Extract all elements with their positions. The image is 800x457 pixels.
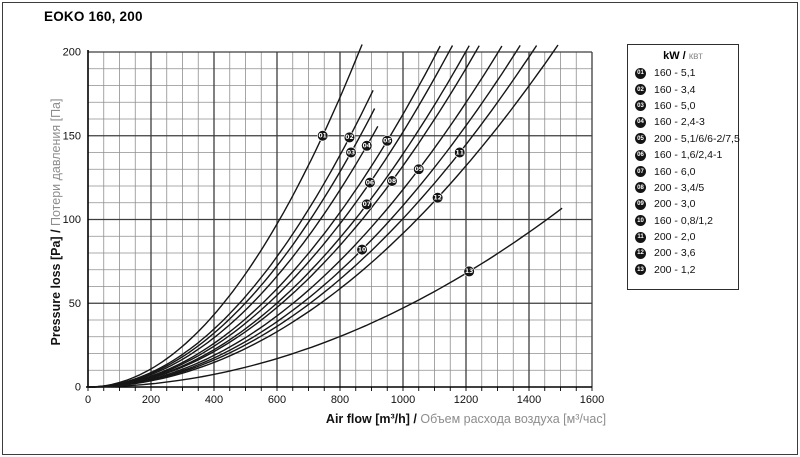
x-tick-label-1200: 1200 bbox=[454, 394, 478, 406]
legend-label-08: 200 - 3,4/5 bbox=[654, 181, 705, 194]
curve-marker-05 bbox=[381, 135, 393, 147]
legend-marker-07: 07 bbox=[635, 166, 646, 178]
legend-header-kw: kW bbox=[663, 50, 680, 62]
curve-marker-number-02: 02 bbox=[345, 134, 353, 141]
curve-marker-06 bbox=[364, 177, 376, 189]
curve-series-13 bbox=[88, 207, 563, 388]
legend-item-11: 11 200 - 2,0 bbox=[628, 229, 738, 245]
legend-item-08: 08 200 - 3,4/5 bbox=[628, 180, 738, 196]
curve-marker-number-01: 01 bbox=[318, 133, 326, 140]
curve-marker-09 bbox=[413, 163, 425, 175]
legend-label-06: 160 - 1,6/2,4-1 bbox=[654, 149, 723, 162]
legend-label-11: 200 - 2,0 bbox=[654, 231, 696, 244]
y-tick-label-150: 150 bbox=[63, 130, 81, 142]
curve-marker-number-08: 08 bbox=[388, 178, 396, 185]
curve-marker-12 bbox=[432, 192, 444, 204]
legend-marker-08: 08 bbox=[635, 182, 646, 194]
legend-item-03: 03 160 - 5,0 bbox=[628, 98, 738, 114]
legend-header: kW / квт bbox=[628, 50, 738, 62]
curve-series-08 bbox=[87, 45, 480, 388]
legend-item-06: 06 160 - 1,6/2,4-1 bbox=[628, 147, 738, 163]
curve-marker-number-05: 05 bbox=[383, 138, 391, 145]
curve-marker-04 bbox=[361, 140, 373, 152]
legend-label-12: 200 - 3,6 bbox=[654, 247, 696, 260]
x-tick-label-600: 600 bbox=[268, 394, 286, 406]
curve-marker-number-07: 07 bbox=[363, 201, 371, 208]
curve-marker-11 bbox=[454, 146, 466, 159]
legend-marker-03: 03 bbox=[635, 100, 646, 112]
legend-item-01: 01 160 - 5,1 bbox=[628, 65, 738, 81]
legend-header-separator: / bbox=[679, 50, 689, 62]
x-tick-label-200: 200 bbox=[142, 394, 160, 406]
page-title: EOKO 160, 200 bbox=[44, 9, 143, 24]
curve-marker-10 bbox=[356, 244, 368, 256]
x-tick-label-1600: 1600 bbox=[580, 394, 604, 406]
legend-marker-13: 13 bbox=[635, 264, 646, 276]
legend-marker-01: 01 bbox=[635, 67, 646, 79]
curve-series-04 bbox=[87, 125, 379, 388]
curve-marker-number-13: 13 bbox=[465, 268, 473, 275]
legend-item-04: 04 160 - 2,4-3 bbox=[628, 114, 738, 130]
x-tick-label-800: 800 bbox=[331, 394, 349, 406]
legend-label-03: 160 - 5,0 bbox=[654, 99, 696, 112]
legend-item-09: 09 200 - 3,0 bbox=[628, 196, 738, 212]
legend-label-02: 160 - 3,4 bbox=[654, 83, 696, 96]
legend-label-07: 160 - 6,0 bbox=[654, 165, 696, 178]
legend-marker-04: 04 bbox=[635, 116, 646, 128]
legend-item-13: 13 200 - 1,2 bbox=[628, 262, 738, 278]
curve-marker-number-03: 03 bbox=[347, 149, 355, 156]
curve-marker-number-09: 09 bbox=[415, 166, 423, 173]
legend-item-12: 12 200 - 3,6 bbox=[628, 245, 738, 261]
curve-marker-03 bbox=[345, 146, 357, 159]
legend-label-13: 200 - 1,2 bbox=[654, 263, 696, 276]
curve-marker-number-10: 10 bbox=[358, 246, 366, 253]
curve-marker-number-12: 12 bbox=[433, 195, 441, 202]
curve-marker-07 bbox=[361, 198, 373, 211]
y-tick-label-50: 50 bbox=[69, 298, 81, 310]
y-axis-title: Pressure loss [Pa] / Потери давления [Па… bbox=[49, 99, 63, 346]
legend-label-09: 200 - 3,0 bbox=[654, 198, 696, 211]
x-tick-label-400: 400 bbox=[205, 394, 223, 406]
legend-marker-12: 12 bbox=[635, 247, 646, 259]
x-axis-title: Air flow [m³/h] / Объем расхода воздуха … bbox=[326, 412, 606, 426]
legend-header-kvt: квт bbox=[688, 51, 703, 62]
legend-marker-02: 02 bbox=[635, 84, 646, 96]
curve-series-09 bbox=[87, 45, 503, 388]
curve-series-12 bbox=[87, 44, 559, 388]
curve-marker-01 bbox=[317, 130, 329, 142]
legend-label-04: 160 - 2,4-3 bbox=[654, 116, 705, 129]
y-tick-label-100: 100 bbox=[63, 214, 81, 226]
legend-items: 01 160 - 5,1 02 160 - 3,4 03 160 - 5,0 04 160 -… bbox=[628, 65, 740, 278]
curve-series-01 bbox=[87, 44, 363, 388]
curve-marker-number-11: 11 bbox=[456, 149, 464, 156]
legend-item-10: 10 160 - 0,8/1,2 bbox=[628, 213, 738, 229]
y-tick-label-200: 200 bbox=[63, 47, 81, 59]
legend-item-07: 07 160 - 6,0 bbox=[628, 163, 738, 179]
x-tick-label-1000: 1000 bbox=[391, 394, 415, 406]
legend-label-01: 160 - 5,1 bbox=[654, 67, 696, 80]
legend-marker-09: 09 bbox=[635, 198, 646, 210]
legend-marker-10: 10 bbox=[635, 215, 646, 227]
y-tick-label-0: 0 bbox=[75, 382, 81, 394]
curve-series-06 bbox=[87, 45, 454, 388]
curve-marker-number-06: 06 bbox=[366, 179, 374, 186]
curve-marker-02 bbox=[343, 131, 356, 144]
curve-marker-number-04: 04 bbox=[363, 143, 371, 150]
legend-label-05: 200 - 5,1/6/6-2/7,5 bbox=[654, 132, 740, 145]
legend-label-10: 160 - 0,8/1,2 bbox=[654, 214, 713, 227]
legend-marker-06: 06 bbox=[635, 149, 646, 161]
legend-marker-05: 05 bbox=[635, 133, 646, 145]
legend-box: kW / квт 01 160 - 5,1 02 160 - 3,4 03 160 - 5… bbox=[627, 44, 740, 290]
curve-marker-08 bbox=[386, 175, 398, 187]
legend-marker-11: 11 bbox=[635, 231, 646, 243]
x-tick-label-1400: 1400 bbox=[517, 394, 541, 406]
legend-item-02: 02 160 - 3,4 bbox=[628, 81, 738, 97]
curve-marker-13 bbox=[463, 265, 475, 278]
x-tick-label-0: 0 bbox=[85, 394, 91, 406]
legend-item-05: 05 200 - 5,1/6/6-2/7,5 bbox=[628, 131, 740, 147]
